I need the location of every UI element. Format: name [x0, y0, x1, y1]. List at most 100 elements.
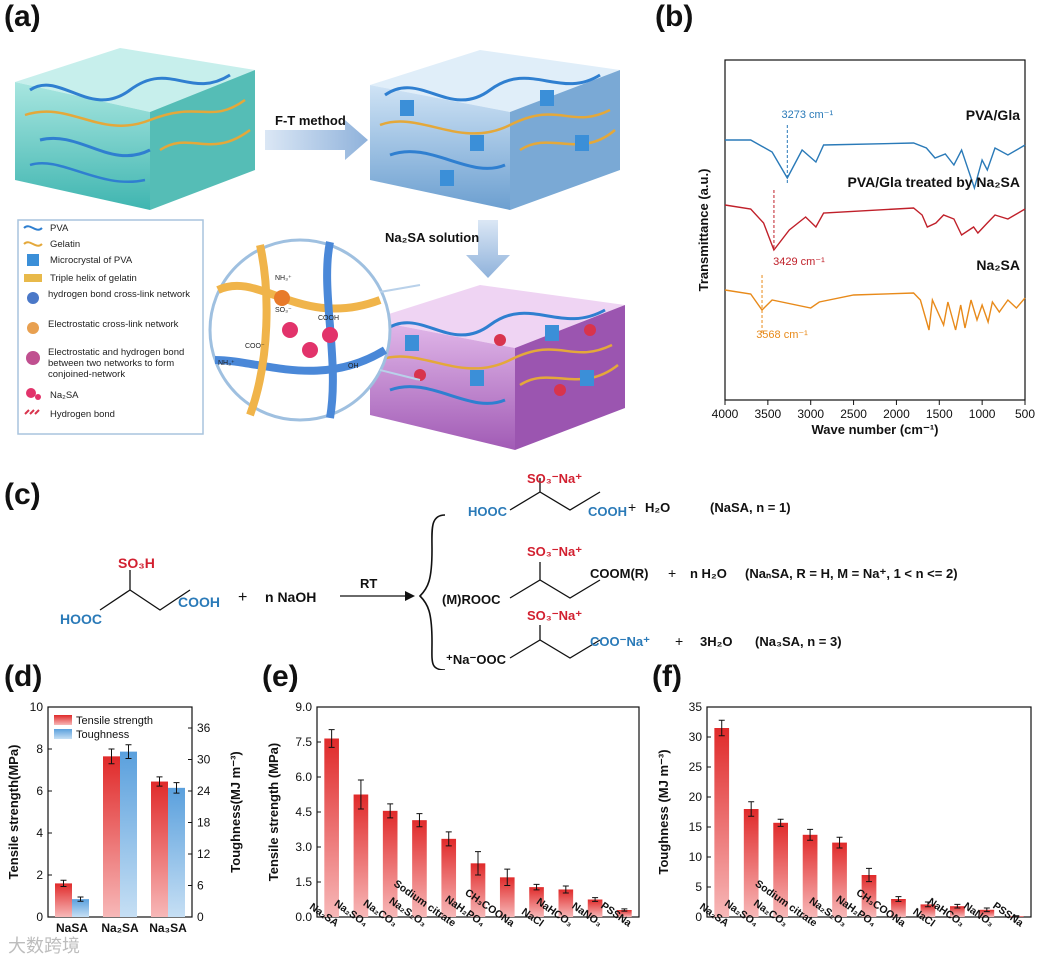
f-bar [802, 834, 818, 917]
p3-right: COO⁻Na⁺ [590, 634, 650, 649]
ftir-ylabel: Transmittance (a.u.) [696, 169, 711, 292]
p1-water: H₂O [645, 500, 670, 515]
p2-plus: + [668, 565, 676, 581]
p2-note: (NaₙSA, R = H, M = Na⁺, 1 < n <= 2) [745, 566, 958, 581]
f-xtick-label: PSSNa [990, 900, 1025, 930]
legend-electrostatic: Electrostatic cross-link network [48, 319, 179, 330]
f-ytick-label: 5 [695, 880, 702, 894]
panel-label-f: (f) [652, 660, 682, 693]
e-ytick-label: 3.0 [295, 840, 312, 854]
reaction-scheme: SO₃H HOOC COOH + n NaOH RT SO₃⁻Na⁺ HOOC … [60, 471, 958, 670]
zoom-coo: COO⁻ [245, 343, 265, 350]
e-errorbar [387, 803, 394, 819]
d-ytick2-label: 30 [197, 753, 211, 767]
e-bar [382, 810, 398, 917]
legend-gelatin: Gelatin [50, 239, 80, 250]
e-bar [558, 889, 574, 917]
ftir-peak-label: 3568 cm⁻¹ [756, 329, 808, 341]
f-bar [773, 822, 788, 917]
p3-note: (Na₃SA, n = 3) [755, 634, 842, 649]
ftir-xtick-label: 3500 [755, 407, 782, 421]
e-bar [499, 877, 515, 917]
d-bar-tensile [103, 756, 120, 917]
e-ytick-label: 9.0 [295, 700, 312, 714]
d-ytick2-label: 18 [197, 816, 211, 830]
d-bar-toughness [168, 787, 185, 917]
ftir-xtick-label: 500 [1015, 407, 1035, 421]
d-errorbar [60, 879, 67, 888]
ft-method-label: F-T method [275, 113, 346, 128]
na2sa-solution-label: Na₂SA solution [385, 230, 479, 245]
e-ytick-label: 4.5 [295, 805, 312, 819]
p3-water: 3H₂O [700, 634, 733, 649]
panel-a-schematic: F-T method Na₂SA solution [15, 48, 625, 450]
d-ytick-label: 8 [36, 742, 43, 756]
e-errorbar [328, 729, 335, 748]
p2-right: COOM(R) [590, 566, 649, 581]
p3-plus: + [675, 633, 683, 649]
d-xtick-label: NaSA [56, 921, 88, 935]
d-ytick2-label: 24 [197, 784, 211, 798]
e-errorbar [416, 813, 423, 828]
reactant-so3h: SO₃H [118, 555, 155, 571]
zoom-nh3: NH₃⁺ [275, 275, 292, 282]
panel-label-b: (b) [655, 0, 694, 33]
ftir-series-name: PVA/Gla treated by Na₂SA [848, 174, 1020, 190]
chart-e: 0.01.53.04.56.07.59.0Na₂SANa₂SO₄Na₂CO₃Na… [266, 700, 640, 930]
hydrogel-block-ft [370, 50, 620, 210]
d-ytick2-label: 6 [197, 879, 204, 893]
p2-water: n H₂O [690, 566, 727, 581]
f-ytick-label: 25 [689, 760, 703, 774]
d-legend-label: Toughness [76, 729, 130, 741]
legend-na2sa: Na₂SA [50, 390, 79, 401]
product-na3sa: SO₃⁻Na⁺ ⁺Na⁻OOC COO⁻Na⁺ + 3H₂O (Na₃SA, n… [446, 608, 842, 667]
d-ylabel2: Toughness(MJ m⁻³) [228, 751, 243, 872]
ftir-xtick-label: 4000 [712, 407, 739, 421]
ftir-frame [724, 59, 1026, 401]
d-xtick-label: Na₃SA [149, 921, 187, 935]
e-errorbar [533, 883, 540, 891]
d-ytick-label: 2 [36, 868, 43, 882]
f-bar [979, 909, 995, 917]
p2-left: (M)ROOC [442, 592, 501, 607]
legend-hbond: Hydrogen bond [50, 409, 115, 420]
p3-so3: SO₃⁻Na⁺ [527, 608, 582, 623]
f-bar [891, 899, 906, 917]
ftir-xtick-label: 2500 [840, 407, 867, 421]
d-ytick2-label: 12 [197, 847, 211, 861]
f-errorbar [983, 907, 990, 913]
f-ytick-label: 30 [689, 730, 703, 744]
d-ytick-label: 0 [36, 910, 43, 924]
d-legend-label: Tensile strength [76, 715, 153, 727]
d-legend-swatch [54, 715, 72, 725]
ftir-series-name: PVA/Gla [966, 107, 1020, 123]
f-ytick-label: 0 [695, 910, 702, 924]
f-errorbar [895, 896, 902, 902]
e-bar [353, 794, 369, 917]
d-ylabel: Tensile strength(MPa) [6, 745, 21, 880]
legend-box [17, 219, 204, 435]
e-bar [529, 887, 544, 917]
e-errorbar [562, 885, 569, 894]
ftir-xtick-label: 1000 [969, 407, 996, 421]
e-errorbar [475, 851, 481, 876]
hydrogel-block-initial [15, 48, 255, 210]
watermark: 大数跨境 [8, 936, 80, 956]
product-nansa: SO₃⁻Na⁺ (M)ROOC COOM(R) + n H₂O (NaₙSA, … [442, 544, 958, 607]
d-ytick2-label: 0 [197, 910, 204, 924]
f-ytick-label: 35 [689, 700, 703, 714]
f-errorbar [807, 828, 814, 841]
f-errorbar [748, 801, 755, 817]
f-errorbar [866, 867, 872, 883]
f-bar [920, 904, 936, 917]
hydrogel-block-na2sa [370, 285, 625, 450]
d-errorbar [77, 896, 84, 902]
e-bar [441, 838, 457, 917]
ftir-series-line [724, 204, 1026, 252]
d-legend-swatch [54, 729, 72, 739]
reactant-molecule: SO₃H HOOC COOH [60, 555, 220, 627]
f-errorbar [924, 901, 931, 908]
p1-note: (NaSA, n = 1) [710, 500, 791, 515]
d-ytick-label: 6 [36, 784, 43, 798]
